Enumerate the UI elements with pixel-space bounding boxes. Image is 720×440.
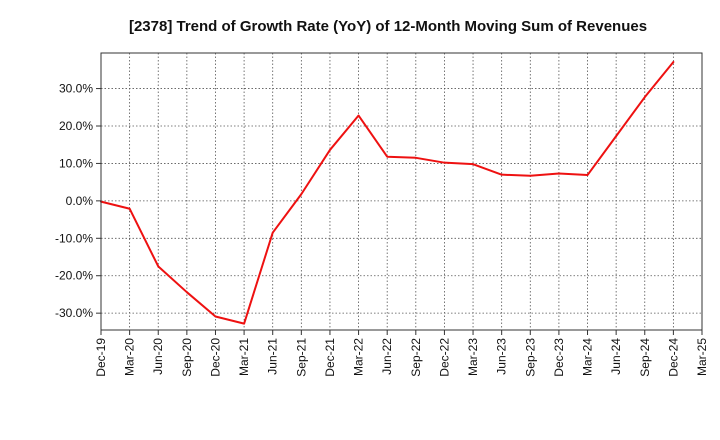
x-tick-label: Sep-22 <box>409 338 423 377</box>
y-tick-label: -30.0% <box>55 306 93 320</box>
x-tick-label: Mar-25 <box>695 338 709 376</box>
y-tick-label: -20.0% <box>55 269 93 283</box>
x-tick-label: Jun-24 <box>609 338 623 375</box>
y-tick-label: 30.0% <box>59 82 93 96</box>
x-tick-label: Mar-22 <box>352 338 366 376</box>
x-axis: Dec-19 Mar-20 Jun-20 Sep-20 Dec-20 Mar-21 Jun-… <box>94 330 709 377</box>
x-tick-label: Dec-20 <box>208 338 222 377</box>
y-tick-label: -10.0% <box>55 231 93 245</box>
y-axis: 30.0% 20.0% 10.0% 0.0% -10.0% -20.0% -30.0% <box>55 82 101 320</box>
x-tick-label: Dec-19 <box>94 338 108 377</box>
x-tick-label: Dec-21 <box>323 338 337 377</box>
y-tick-label: 10.0% <box>59 156 93 170</box>
x-tick-label: Dec-23 <box>552 338 566 377</box>
series-layer <box>100 60 675 325</box>
x-tick-label: Mar-23 <box>466 338 480 376</box>
x-tick-label: Dec-22 <box>437 338 451 377</box>
x-tick-label: Sep-23 <box>523 338 537 377</box>
x-tick-label: Mar-21 <box>237 338 251 376</box>
x-tick-label: Jun-23 <box>495 338 509 375</box>
x-tick-label: Jun-22 <box>380 338 394 375</box>
x-tick-label: Sep-24 <box>638 338 652 377</box>
grid-layer <box>101 53 702 330</box>
x-tick-label: Dec-24 <box>666 338 680 377</box>
plot-border <box>100 52 703 331</box>
plot-frame <box>100 52 703 331</box>
series-line <box>100 60 675 325</box>
plot-background <box>101 53 702 330</box>
y-tick-label: 0.0% <box>66 194 94 208</box>
y-tick-label: 20.0% <box>59 119 93 133</box>
chart-title: [2378] Trend of Growth Rate (YoY) of 12-… <box>129 18 647 35</box>
x-tick-label: Sep-21 <box>294 338 308 377</box>
x-tick-label: Mar-20 <box>123 338 137 376</box>
x-tick-label: Jun-21 <box>266 338 280 375</box>
x-tick-label: Mar-24 <box>581 338 595 376</box>
x-tick-label: Jun-20 <box>151 338 165 375</box>
x-tick-label: Sep-20 <box>180 338 194 377</box>
